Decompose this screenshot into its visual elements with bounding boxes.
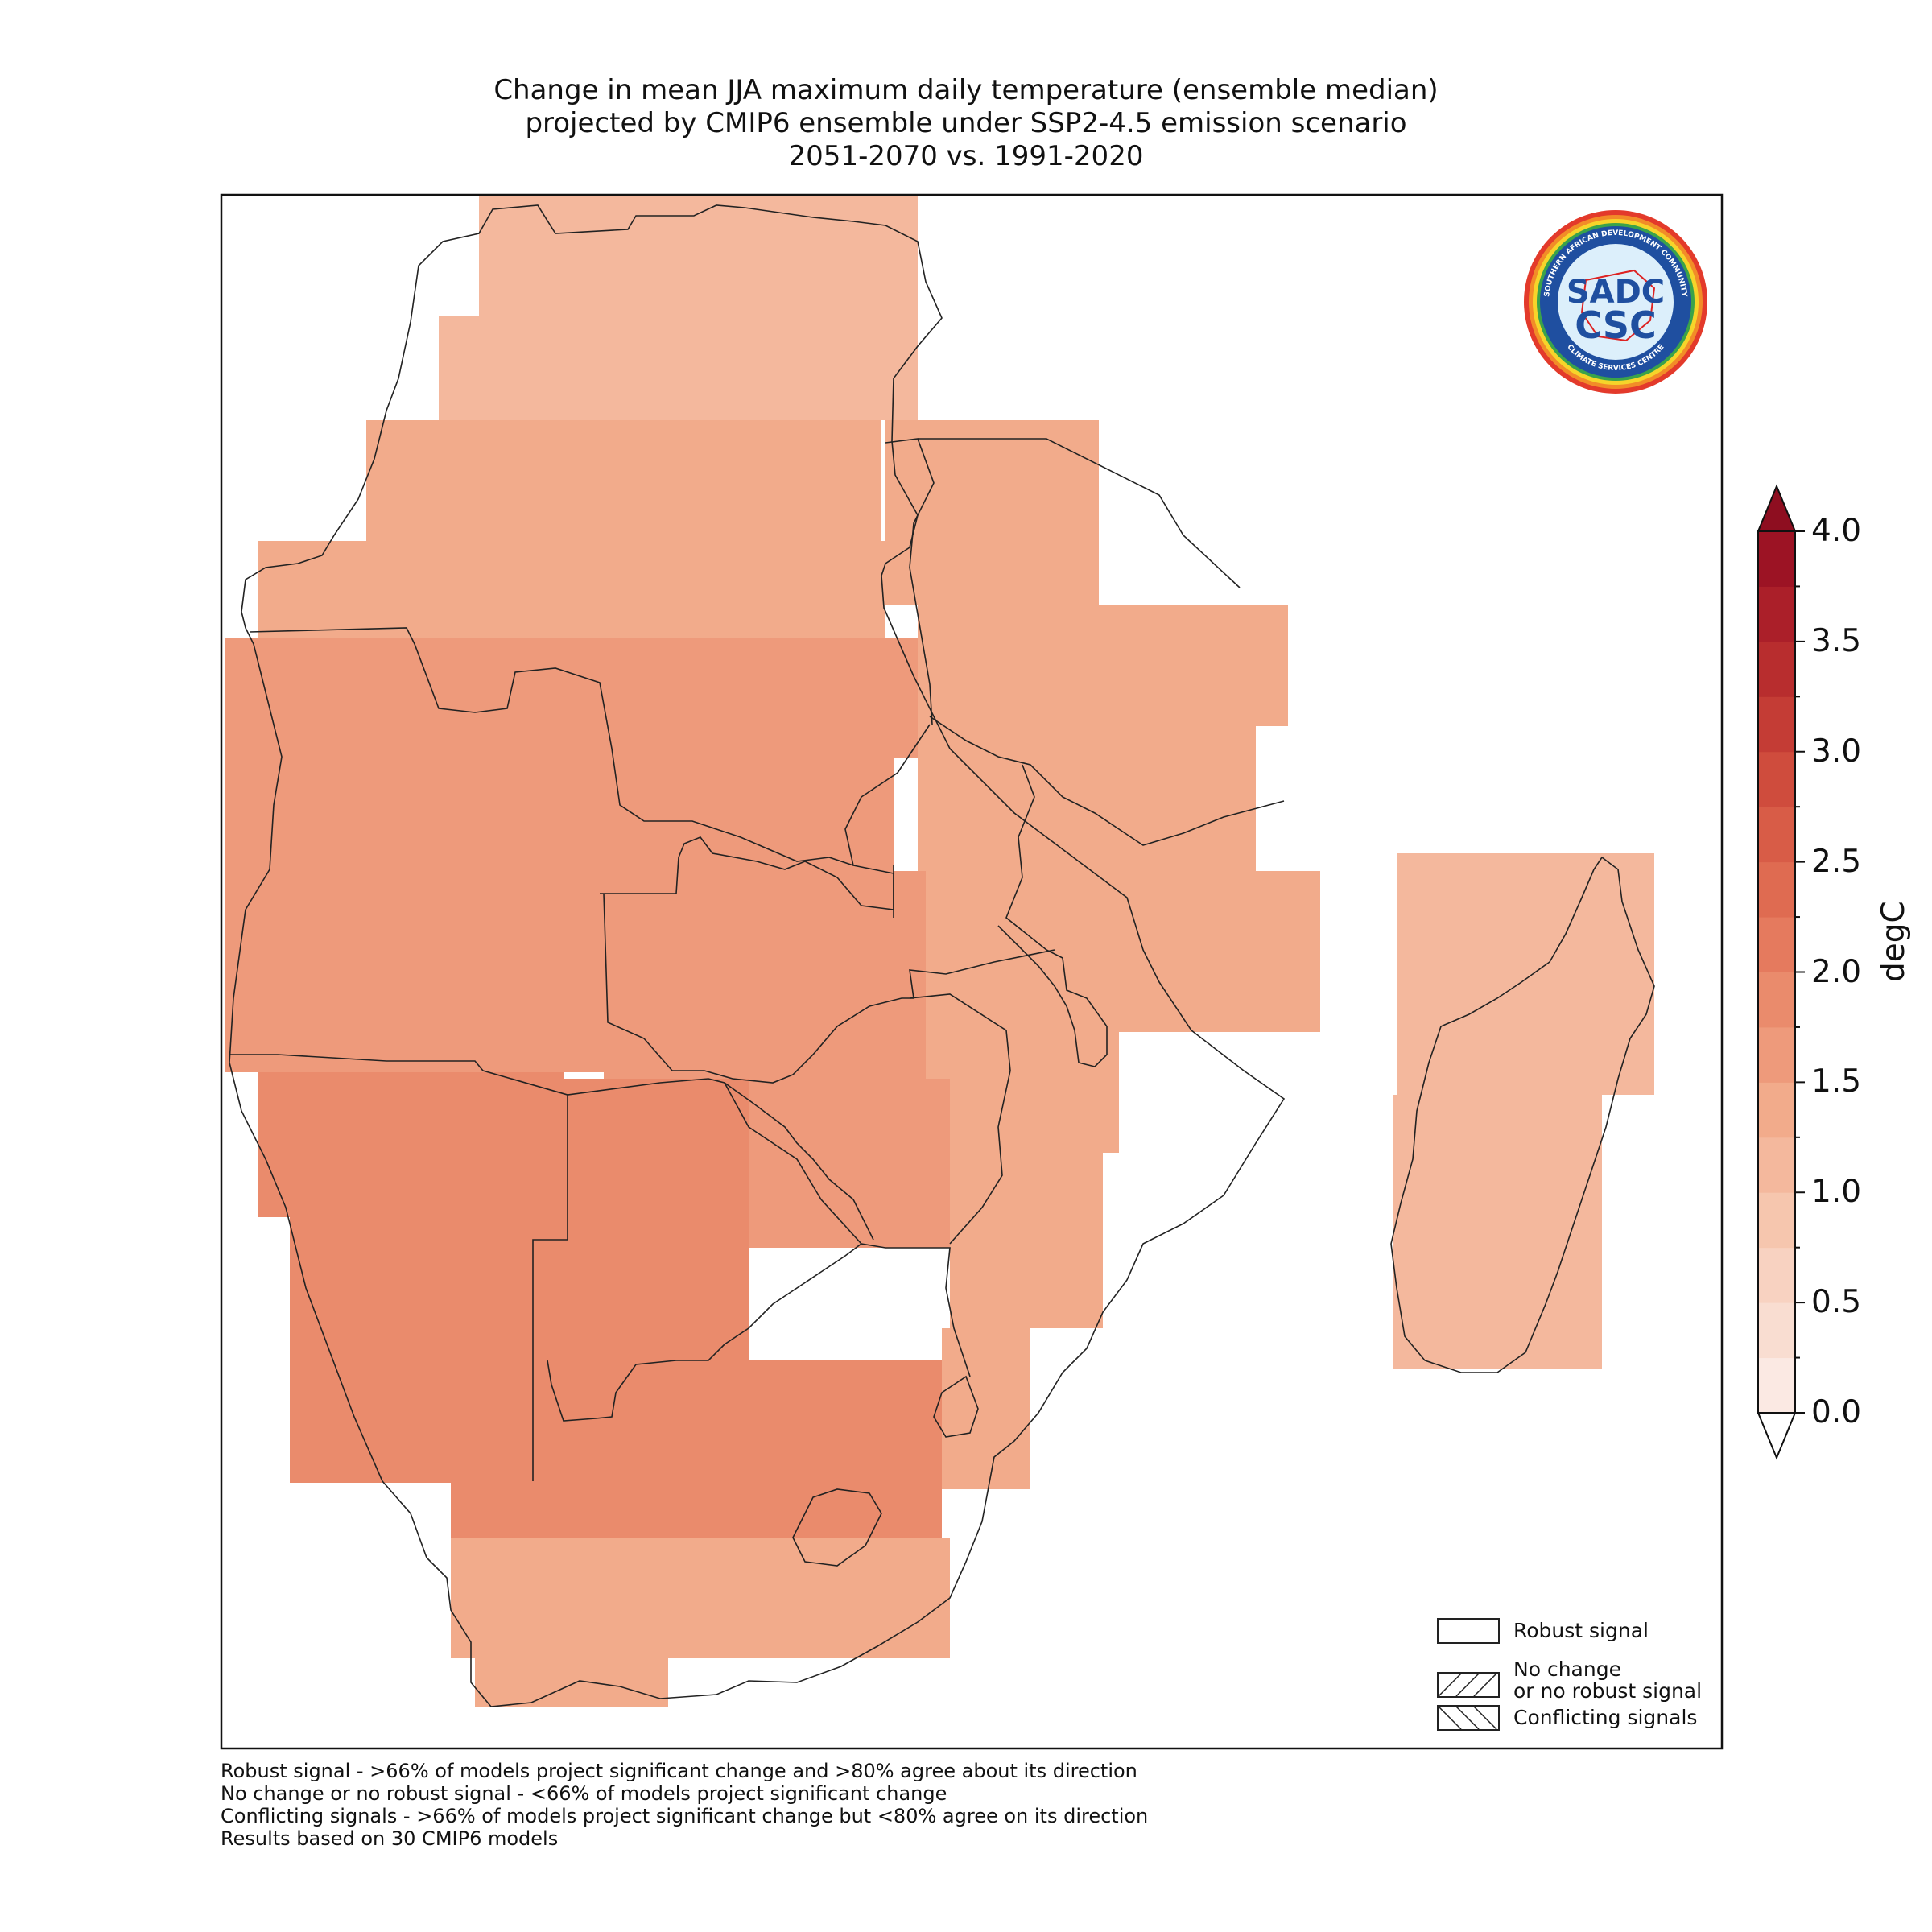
legend-label-no-change-2: or no robust signal	[1513, 1679, 1703, 1703]
border-eswatini	[933, 1375, 979, 1438]
heatmap-cell	[258, 541, 886, 638]
footnote-no-change: No change or no robust signal - <66% of …	[221, 1782, 947, 1805]
heatmap-cell	[451, 1538, 950, 1658]
border-tanzania-south	[929, 716, 1285, 846]
colorbar-segment	[1758, 1302, 1795, 1359]
heatmap-cell	[225, 734, 604, 1072]
title-line-3: 2051-2070 vs. 1991-2020	[788, 140, 1144, 172]
colorbar-segment	[1758, 1026, 1795, 1083]
colorbar	[1757, 484, 1805, 1460]
colorbar-segment	[1758, 531, 1795, 587]
colorbar-unit-label: degC	[1876, 901, 1912, 982]
logo-csc-text: CSC	[1575, 303, 1657, 347]
colorbar-segment	[1758, 1247, 1795, 1303]
heatmap-cell	[451, 1481, 564, 1538]
heatmap-cell	[604, 871, 926, 1080]
colorbar-tick-label: 2.5	[1811, 843, 1862, 880]
border-drc-zambia	[844, 724, 931, 866]
madagascar-coastline	[1390, 856, 1655, 1373]
heatmap-cell	[366, 420, 881, 541]
sadc-csc-logo: SADC CSC SOUTHERN AFRICAN DEVELOPMENT CO…	[1524, 210, 1707, 394]
heatmap-cell	[942, 1328, 1030, 1489]
colorbar-segment	[1758, 807, 1795, 863]
footnote-robust: Robust signal - >66% of models project s…	[221, 1760, 1137, 1782]
heatmap-cell	[439, 316, 918, 420]
heatmap-cell	[604, 758, 894, 871]
heatmap-cell	[564, 1079, 749, 1360]
colorbar-tick-label: 0.5	[1811, 1284, 1862, 1321]
logo-sadc-text: SADC	[1567, 274, 1665, 311]
colorbar-segment	[1758, 861, 1795, 918]
border-namibia	[229, 1054, 725, 1481]
legend-swatch-conflicting	[1437, 1705, 1500, 1731]
map-frame	[220, 193, 1724, 1750]
heatmap-cell	[950, 1151, 1103, 1328]
heatmap-cell	[475, 1658, 668, 1707]
heatmap-cell	[926, 1008, 1119, 1153]
colorbar-segment	[1758, 1192, 1795, 1249]
heatmap-cell	[1393, 1095, 1602, 1368]
heatmap-cell	[749, 1079, 950, 1248]
map-title: Change in mean JJA maximum daily tempera…	[217, 74, 1715, 173]
border-zimbabwe	[724, 1082, 874, 1241]
heatmap-cell	[604, 638, 926, 758]
colorbar-segment	[1758, 972, 1795, 1028]
heatmap-cell	[479, 195, 918, 316]
colorbar-segment	[1758, 751, 1795, 807]
colorbar-segment	[1758, 696, 1795, 753]
border-lesotho	[792, 1488, 882, 1567]
border-zambia-south	[600, 836, 1055, 1084]
legend-label-conflicting: Conflicting signals	[1513, 1706, 1698, 1729]
border-botswana-sa	[547, 1082, 971, 1422]
colorbar-segment	[1758, 1357, 1795, 1414]
colorbar-tick-label: 1.0	[1811, 1174, 1862, 1211]
africa-coastline	[229, 204, 1286, 1707]
legend-swatch-robust	[1437, 1618, 1500, 1644]
title-line-1: Change in mean JJA maximum daily tempera…	[493, 74, 1439, 106]
heatmap-cell	[225, 638, 604, 734]
heatmap-cells	[225, 195, 1654, 1707]
colorbar-min-extension	[1757, 1412, 1797, 1460]
colorbar-segment	[1758, 641, 1795, 697]
heatmap-cell	[1256, 605, 1288, 726]
legend-swatch-no-change	[1437, 1672, 1500, 1698]
country-borders	[229, 204, 1655, 1707]
colorbar-tick-label: 3.0	[1811, 733, 1862, 770]
border-mozambique-zim	[909, 993, 1011, 1245]
heatmap-cell	[886, 420, 1099, 605]
colorbar-tick-label: 0.0	[1811, 1394, 1862, 1430]
footnote-conflicting: Conflicting signals - >66% of models pro…	[221, 1805, 1149, 1827]
colorbar-segment	[1758, 1137, 1795, 1193]
colorbar-segment	[1758, 1082, 1795, 1138]
colorbar-tick-label: 2.0	[1811, 953, 1862, 990]
heatmap-cell	[258, 1072, 564, 1217]
colorbar-segment	[1758, 586, 1795, 642]
colorbar-max-extension	[1757, 484, 1797, 532]
colorbar-tick-label: 1.5	[1811, 1063, 1862, 1100]
colorbar-tick-label: 3.5	[1811, 622, 1862, 659]
heatmap-cell	[290, 1217, 564, 1483]
border-tanzania-north	[918, 438, 1241, 588]
footnote-models: Results based on 30 CMIP6 models	[221, 1827, 559, 1850]
colorbar-tick-label: 4.0	[1811, 513, 1862, 549]
legend-label-robust: Robust signal	[1513, 1619, 1649, 1642]
colorbar-segment	[1758, 917, 1795, 972]
legend-label-no-change-1: No change	[1513, 1657, 1621, 1681]
heatmap-cell	[1006, 871, 1320, 1032]
footnotes: Robust signal - >66% of models project s…	[221, 1760, 1148, 1850]
title-line-2: projected by CMIP6 ensemble under SSP2-4…	[525, 107, 1407, 139]
heatmap-cell	[1397, 853, 1654, 1095]
border-drc-angola	[249, 627, 894, 918]
heatmap-cell	[918, 605, 1256, 871]
border-malawi	[997, 764, 1108, 1067]
